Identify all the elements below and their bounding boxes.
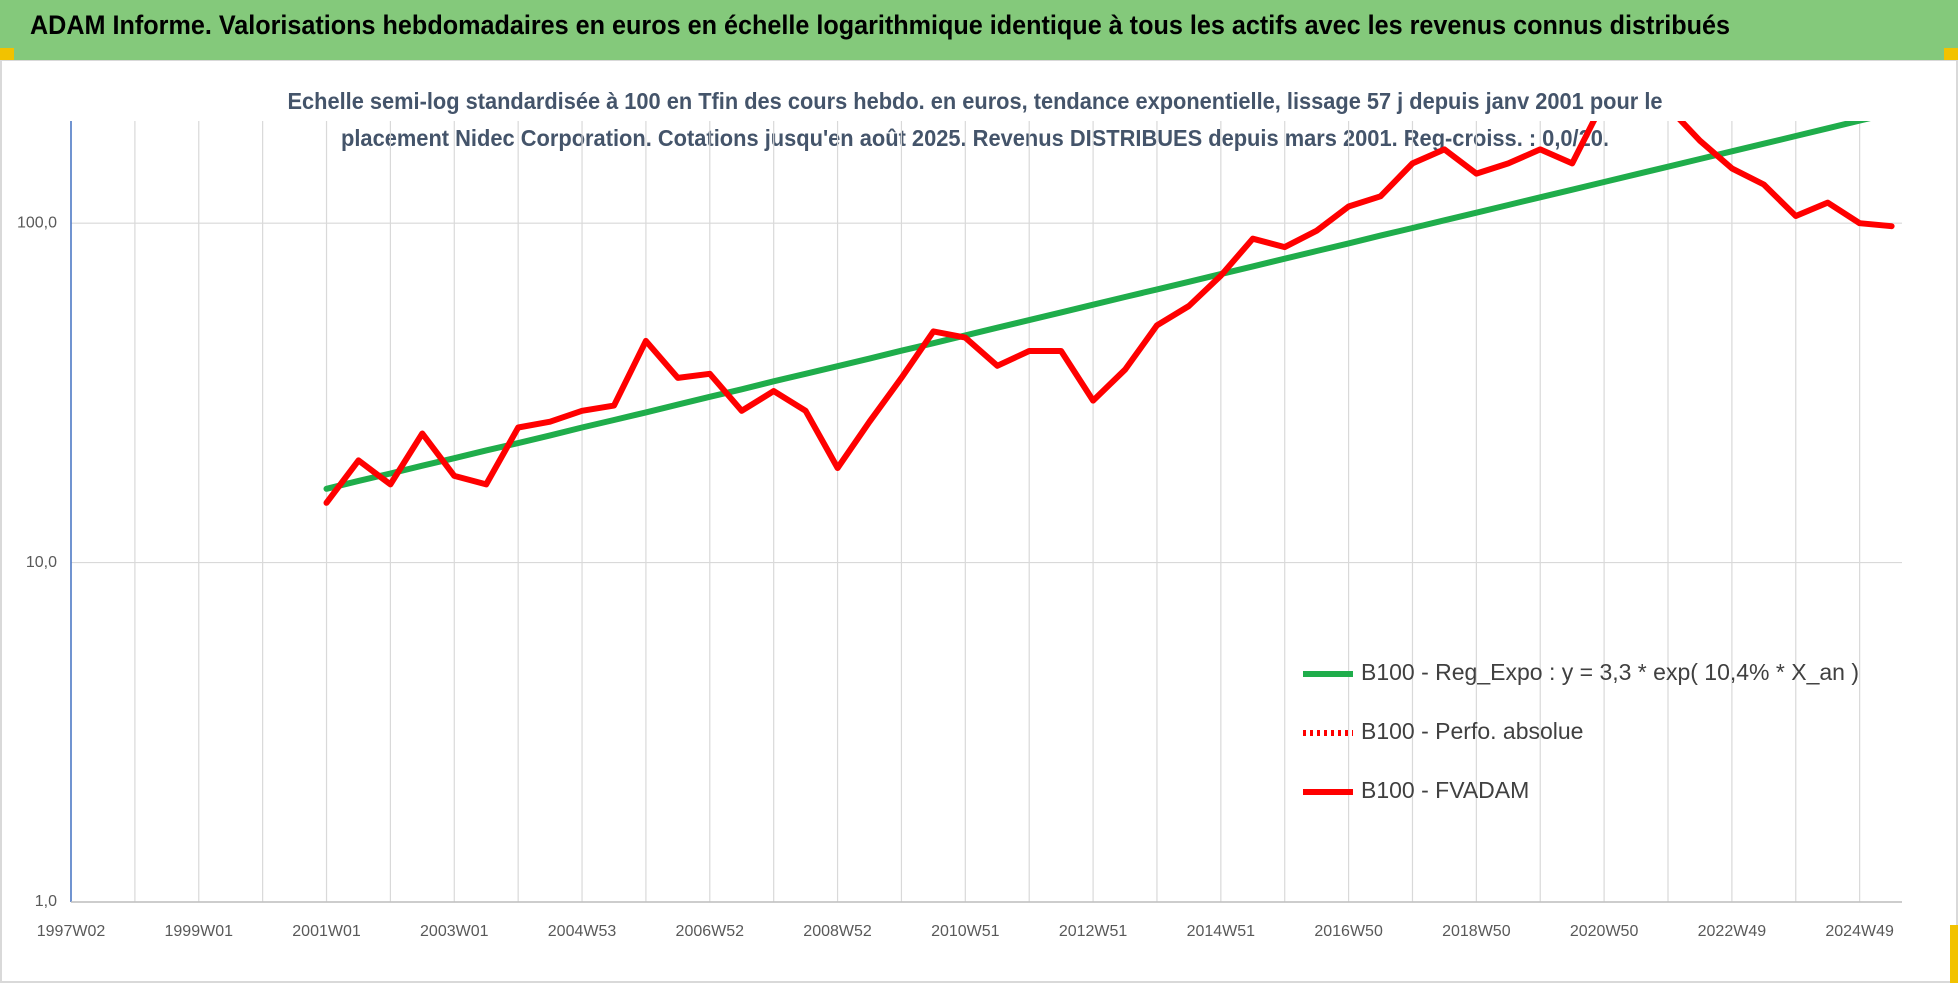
x-tick-label: 2001W01: [292, 923, 361, 940]
title-bar: [0, 0, 1958, 60]
x-tick-label: 2016W50: [1314, 923, 1383, 940]
x-tick-label: 2010W51: [931, 923, 1000, 940]
subtitle-line: Echelle semi-log standardisée à 100 en T…: [288, 88, 1663, 114]
x-tick-label: 2003W01: [420, 923, 489, 940]
x-tick-label: 1997W02: [37, 923, 106, 940]
legend: B100 - Reg_Expo : y = 3,3 * exp( 10,4% *…: [1303, 659, 1859, 803]
legend-label: B100 - FVADAM: [1361, 777, 1529, 803]
x-tick-label: 2006W52: [676, 923, 745, 940]
chart-title: ADAM Informe. Valorisations hebdomadaire…: [30, 10, 1730, 40]
x-tick-label: 2020W50: [1570, 923, 1639, 940]
x-tick-label: 2024W49: [1825, 923, 1894, 940]
corner-mark: [0, 48, 14, 60]
plot-area: [323, 121, 1895, 506]
legend-label: B100 - Reg_Expo : y = 3,3 * exp( 10,4% *…: [1361, 659, 1859, 685]
x-tick-label: 2008W52: [803, 923, 872, 940]
corner-mark: [1950, 925, 1958, 983]
y-tick-label: 100,0: [17, 214, 57, 231]
corner-mark: [1944, 48, 1958, 60]
x-tick-label: 2004W53: [548, 923, 617, 940]
subtitle-line: placement Nidec Corporation. Cotations j…: [341, 125, 1609, 151]
series-line: [323, 121, 1871, 492]
labels: 1,0 10,0 100,0 1997W02 1999W01 2001W01 2003W01…: [17, 214, 1894, 940]
x-tick-label: 2018W50: [1442, 923, 1511, 940]
x-tick-label: 2022W49: [1698, 923, 1767, 940]
legend-label: B100 - Perfo. absolue: [1361, 718, 1583, 744]
x-tick-label: 1999W01: [165, 923, 234, 940]
y-tick-label: 10,0: [26, 554, 57, 571]
y-tick-label: 1,0: [35, 893, 57, 910]
x-tick-label: 2012W51: [1059, 923, 1128, 940]
x-tick-label: 2014W51: [1187, 923, 1256, 940]
series-line: [323, 121, 1895, 506]
